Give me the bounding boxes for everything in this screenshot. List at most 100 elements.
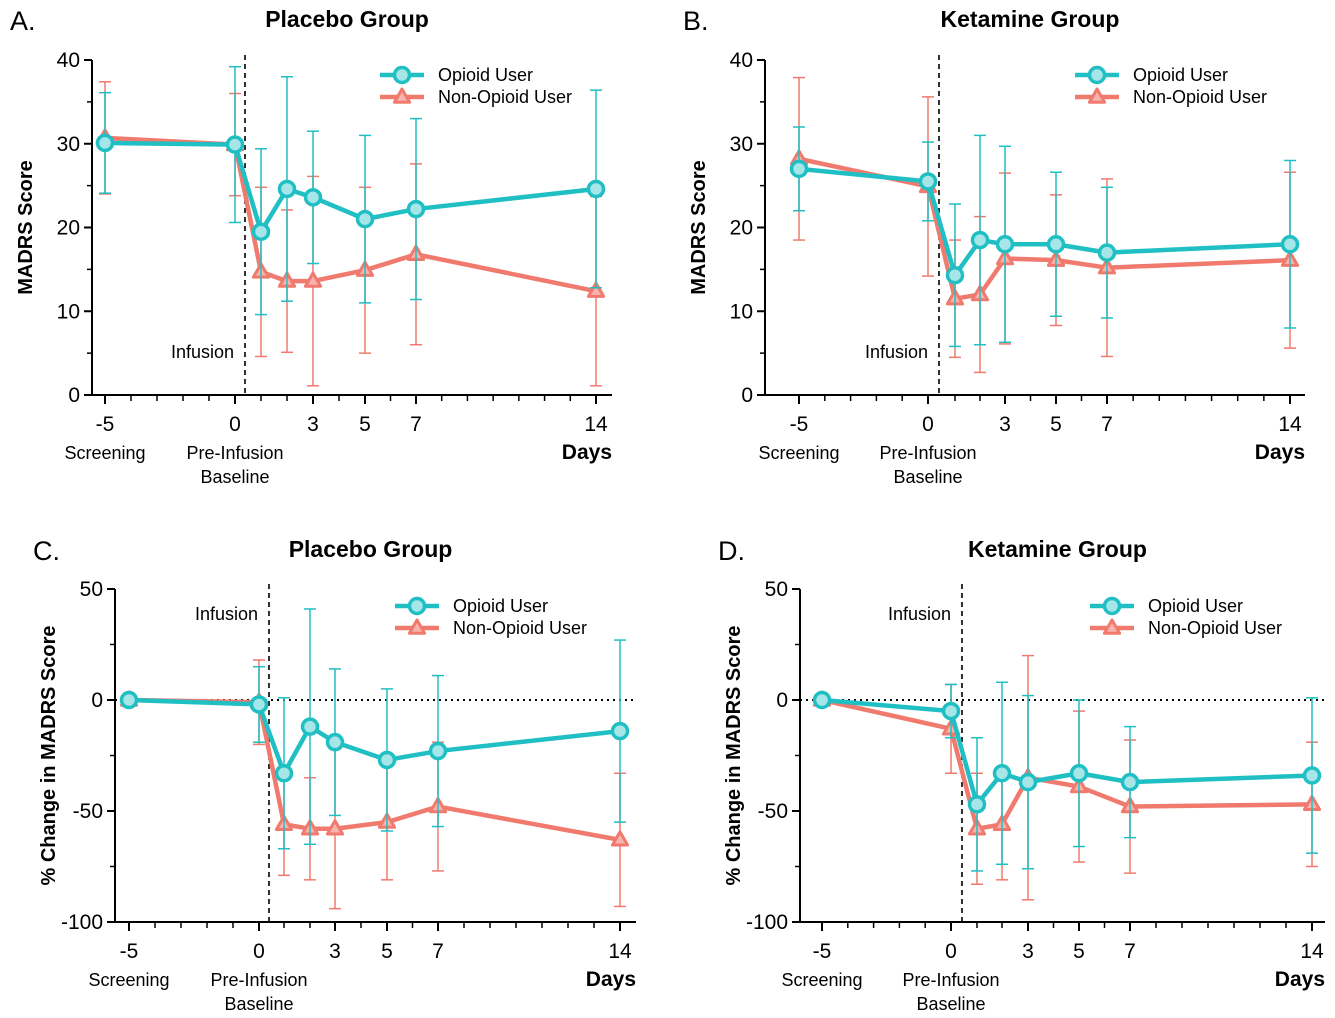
series-line bbox=[128, 697, 621, 843]
series-line bbox=[798, 156, 1291, 301]
legend-label: Non-Opioid User bbox=[1133, 87, 1267, 107]
y-tick-label: 50 bbox=[80, 578, 103, 601]
y-tick-label: 10 bbox=[730, 300, 753, 323]
legend-marker bbox=[1087, 87, 1107, 104]
data-point bbox=[789, 159, 809, 179]
data-point bbox=[1097, 243, 1117, 262]
infusion-label: Infusion bbox=[195, 604, 258, 624]
x-tick-label: 5 bbox=[1050, 413, 1062, 436]
legend-label: Opioid User bbox=[1148, 596, 1243, 616]
x-tick-label: 7 bbox=[1124, 940, 1136, 963]
panel-letter: A. bbox=[10, 6, 36, 36]
pre-infusion-label: Pre-Infusion bbox=[210, 970, 307, 990]
legend-marker bbox=[1102, 596, 1122, 616]
x-tick-label: 0 bbox=[945, 940, 957, 963]
data-point bbox=[274, 764, 294, 783]
baseline-label: Baseline bbox=[200, 467, 269, 487]
pre-infusion-label: Pre-Infusion bbox=[902, 970, 999, 990]
screening-label: Screening bbox=[781, 970, 862, 990]
data-point bbox=[1018, 772, 1038, 792]
panel-b: B. Ketamine Group 0 10 20 30 40 -5 0 3 5 7 14 MADRS S… bbox=[683, 6, 1305, 487]
y-axis-label: % Change in MADRS Score bbox=[38, 625, 60, 885]
panel-letter: C. bbox=[33, 536, 60, 566]
data-point bbox=[303, 271, 323, 288]
infusion-label: Infusion bbox=[171, 342, 234, 362]
y-tick-label: 30 bbox=[57, 133, 80, 156]
data-point bbox=[95, 133, 115, 153]
y-tick-label: 40 bbox=[57, 49, 80, 72]
data-point bbox=[406, 199, 426, 219]
panel-letter: B. bbox=[683, 6, 709, 36]
data-point bbox=[249, 695, 269, 714]
data-point bbox=[225, 135, 245, 154]
data-point bbox=[1302, 766, 1322, 785]
x-tick-label: 7 bbox=[432, 940, 444, 963]
panel-title: Ketamine Group bbox=[968, 536, 1147, 562]
pre-infusion-label: Pre-Infusion bbox=[879, 443, 976, 463]
x-tick-label: -5 bbox=[96, 413, 115, 436]
data-point bbox=[1280, 235, 1300, 254]
series-line bbox=[128, 697, 621, 776]
panel-title: Placebo Group bbox=[265, 6, 429, 32]
legend-marker bbox=[392, 65, 412, 85]
x-axis-unit: Days bbox=[586, 968, 636, 991]
pre-infusion-label: Pre-Infusion bbox=[186, 443, 283, 463]
y-tick-label: -50 bbox=[73, 800, 103, 823]
legend-label: Non-Opioid User bbox=[1148, 618, 1282, 638]
x-tick-label: -5 bbox=[790, 413, 809, 436]
x-tick-label: 3 bbox=[1022, 940, 1034, 963]
x-tick-label: 0 bbox=[922, 413, 934, 436]
legend-marker bbox=[392, 87, 412, 104]
y-tick-label: 40 bbox=[730, 49, 753, 72]
data-point bbox=[251, 222, 271, 241]
x-tick-label: -5 bbox=[813, 940, 832, 963]
y-tick-label: 10 bbox=[57, 300, 80, 323]
x-tick-label: 5 bbox=[1073, 940, 1085, 963]
x-tick-label: 0 bbox=[229, 413, 241, 436]
infusion-label: Infusion bbox=[888, 604, 951, 624]
data-point bbox=[119, 690, 139, 710]
legend-label: Opioid User bbox=[438, 65, 533, 85]
x-tick-label: 7 bbox=[1101, 413, 1113, 436]
data-point bbox=[586, 179, 606, 199]
data-point bbox=[1069, 764, 1089, 783]
screening-label: Screening bbox=[758, 443, 839, 463]
y-tick-label: 30 bbox=[730, 133, 753, 156]
y-tick-label: -100 bbox=[61, 911, 103, 934]
data-point bbox=[945, 265, 965, 285]
series-non-opioid bbox=[95, 81, 606, 387]
x-tick-label: 7 bbox=[410, 413, 422, 436]
data-point bbox=[610, 830, 630, 847]
x-tick-label: 3 bbox=[307, 413, 319, 436]
panel-title: Ketamine Group bbox=[941, 6, 1120, 32]
legend-marker bbox=[407, 618, 427, 635]
series-opioid bbox=[119, 608, 630, 850]
panel-title: Placebo Group bbox=[289, 536, 453, 562]
data-point bbox=[995, 235, 1015, 254]
x-axis-unit: Days bbox=[1255, 441, 1305, 464]
legend-label: Non-Opioid User bbox=[453, 618, 587, 638]
x-tick-label: 0 bbox=[253, 940, 265, 963]
y-tick-label: -100 bbox=[746, 911, 788, 934]
legend-label: Opioid User bbox=[1133, 65, 1228, 85]
infusion-label: Infusion bbox=[865, 342, 928, 362]
data-point bbox=[970, 230, 990, 250]
x-tick-label: 14 bbox=[584, 413, 608, 436]
x-axis-unit: Days bbox=[562, 441, 612, 464]
y-tick-label: 20 bbox=[57, 217, 80, 240]
series-non-opioid bbox=[789, 76, 1300, 374]
data-point bbox=[303, 188, 323, 207]
y-tick-label: 0 bbox=[91, 689, 103, 712]
data-point bbox=[377, 750, 397, 770]
data-point bbox=[1120, 772, 1140, 792]
series-line bbox=[104, 140, 597, 234]
y-axis-label: MADRS Score bbox=[688, 160, 710, 294]
data-point bbox=[610, 721, 630, 741]
x-tick-label: 14 bbox=[1278, 413, 1302, 436]
